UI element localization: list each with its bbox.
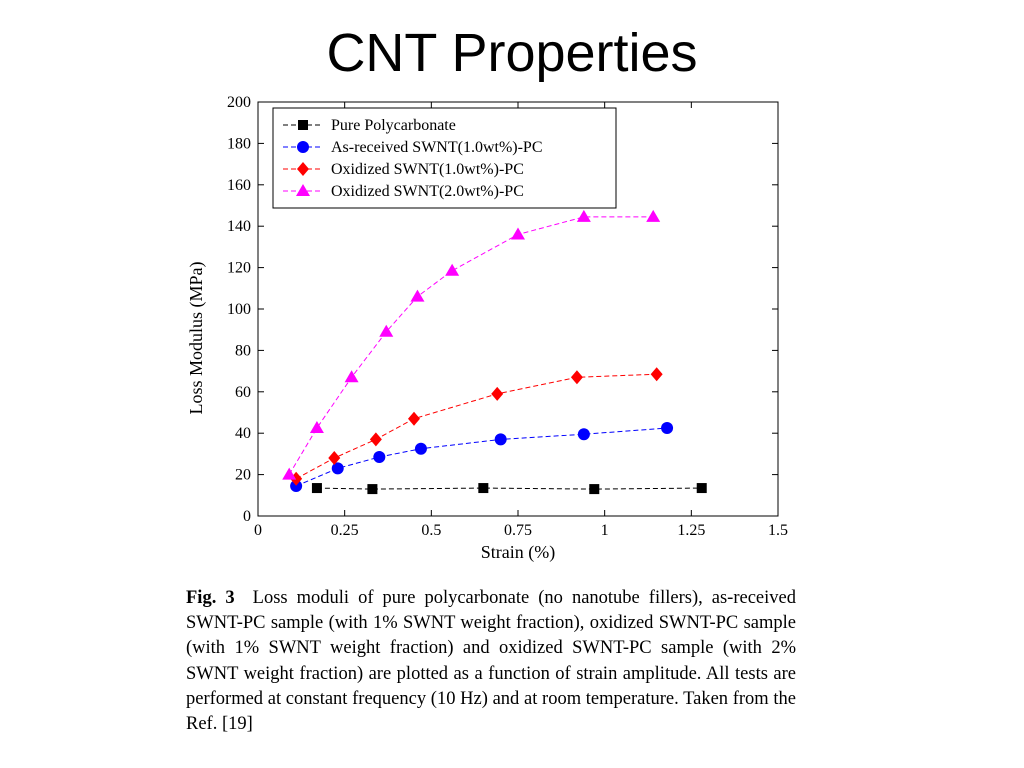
data-point-series-4 <box>410 289 425 302</box>
slide-title: CNT Properties <box>326 23 698 83</box>
data-point-series-3 <box>650 367 663 382</box>
data-point-series-4 <box>282 467 297 480</box>
data-point-series-4 <box>344 370 359 383</box>
y-tick-label: 40 <box>235 425 251 442</box>
legend-marker <box>296 184 310 196</box>
data-point-series-4 <box>646 209 661 222</box>
x-tick-label: 1 <box>601 522 609 539</box>
x-tick-label: 0.5 <box>421 522 441 539</box>
data-point-series-3 <box>491 386 504 401</box>
data-point-series-3 <box>328 451 341 466</box>
y-tick-label: 200 <box>227 94 251 111</box>
y-tick-label: 80 <box>235 342 251 359</box>
x-tick-label: 0.75 <box>504 522 532 539</box>
x-tick-label: 1.5 <box>768 522 788 539</box>
series-line-4 <box>288 216 654 475</box>
x-axis-label: Strain (%) <box>481 542 555 563</box>
x-tick-label: 0.25 <box>331 522 359 539</box>
data-point-series-1 <box>367 484 378 495</box>
data-point-series-3 <box>369 432 382 447</box>
legend-marker <box>297 141 309 153</box>
caption-text: Loss moduli of pure polycarbonate (no na… <box>186 588 796 735</box>
x-tick-label: 1.25 <box>677 522 705 539</box>
legend-label: Pure Polycarbonate <box>331 117 456 134</box>
y-tick-label: 160 <box>227 177 251 194</box>
y-axis-label-group: Loss Modulus (MPa) <box>186 261 207 414</box>
data-point-series-4 <box>445 263 460 276</box>
legend-marker <box>298 120 308 130</box>
legend-label: Oxidized SWNT(1.0wt%)-PC <box>331 161 524 178</box>
figure-caption: Fig. 3 Loss moduli of pure polycarbonate… <box>186 586 796 737</box>
data-point-series-2 <box>661 422 674 435</box>
y-tick-label: 180 <box>227 135 251 152</box>
x-tick-label: 0 <box>254 522 262 539</box>
data-point-series-1 <box>478 483 489 494</box>
y-tick-label: 0 <box>243 508 251 525</box>
data-point-series-2 <box>373 451 386 464</box>
data-point-series-1 <box>696 483 707 494</box>
series-line-3 <box>295 373 657 480</box>
y-tick-label: 20 <box>235 467 251 484</box>
caption-label: Fig. 3 <box>186 588 235 608</box>
legend-label: Oxidized SWNT(2.0wt%)-PC <box>331 183 524 200</box>
data-point-series-4 <box>309 421 324 434</box>
legend-box <box>272 107 617 209</box>
y-tick-label: 120 <box>227 260 251 277</box>
data-point-series-4 <box>511 227 525 240</box>
legend-label: As-received SWNT(1.0wt%)-PC <box>331 139 543 156</box>
data-point-series-2 <box>494 433 507 446</box>
data-point-series-2 <box>331 462 344 475</box>
series-line-1 <box>316 487 702 490</box>
plot-layer: 0 0.25 0.5 0.75 1 1.25 1.5 0 20 40 60 80 100 120 140 16… <box>227 94 788 539</box>
data-point-series-1 <box>311 483 322 494</box>
data-point-series-3 <box>570 370 583 385</box>
loss-modulus-chart: Loss Modulus (MPa) Strain (%) 0 0.25 0.5 0.… <box>186 94 788 563</box>
data-point-series-4 <box>379 324 394 337</box>
data-point-series-4 <box>576 209 591 222</box>
y-axis-label: Loss Modulus (MPa) <box>186 261 207 414</box>
y-tick-label: 100 <box>227 301 251 318</box>
series-line-2 <box>295 427 668 487</box>
data-point-series-3 <box>408 411 420 426</box>
data-point-series-2 <box>577 428 590 441</box>
data-point-series-2 <box>290 479 303 492</box>
y-tick-label: 140 <box>227 218 251 235</box>
data-point-series-2 <box>414 442 427 455</box>
legend-marker <box>297 162 309 176</box>
y-tick-label: 60 <box>235 384 251 401</box>
data-point-series-1 <box>589 484 600 495</box>
